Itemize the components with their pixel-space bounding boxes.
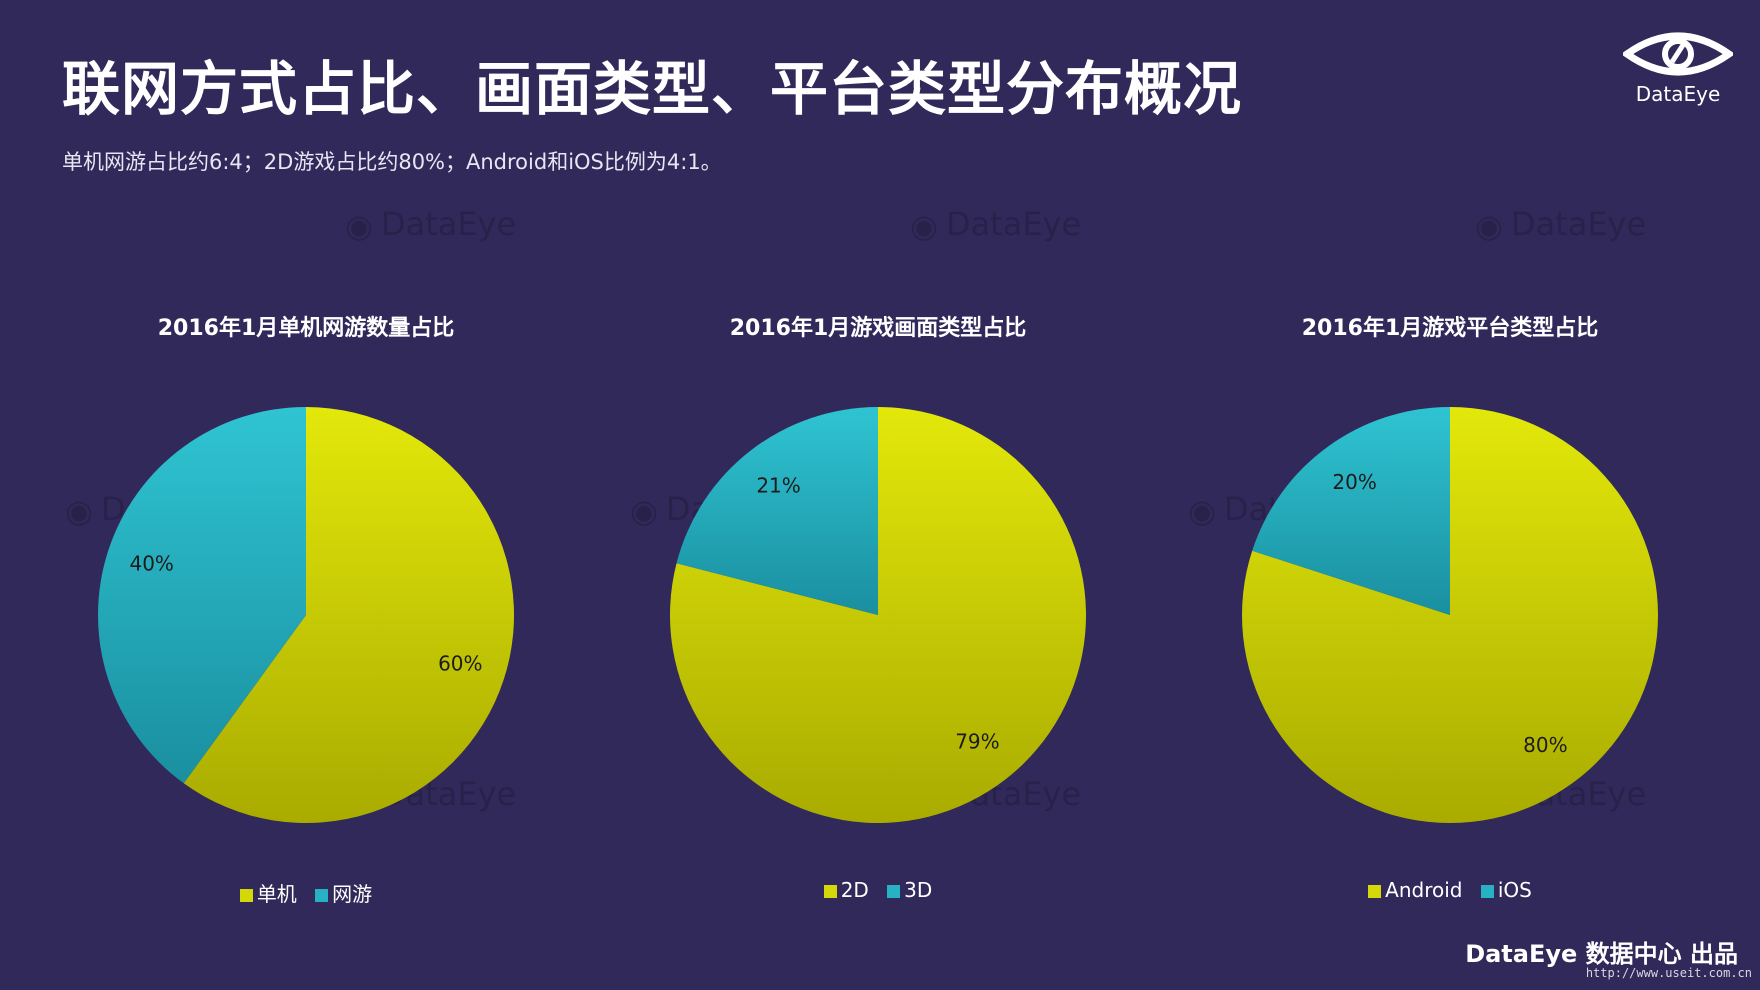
watermark-url: http://www.useit.com.cn bbox=[1585, 966, 1752, 980]
watermark: ◉DataEye bbox=[910, 205, 1082, 245]
legend-swatch-primary bbox=[1368, 885, 1382, 898]
logo-text: DataEye bbox=[1635, 82, 1721, 106]
legend-item: Android bbox=[1368, 878, 1462, 902]
legend-swatch-secondary bbox=[887, 885, 901, 898]
legend-swatch-primary bbox=[239, 889, 253, 902]
pie-data-label: 79% bbox=[955, 730, 999, 754]
pie-data-label: 40% bbox=[129, 551, 173, 575]
pie-data-label: 60% bbox=[438, 652, 482, 676]
legend-swatch-secondary bbox=[315, 889, 329, 902]
chart-platform-type: 2016年1月游戏平台类型占比 80% 20% Android iOS bbox=[1170, 310, 1730, 910]
pie-slice-secondary bbox=[97, 407, 306, 784]
pie-svg: 79% 21% bbox=[670, 407, 1086, 823]
page-subtitle: 单机网游占比约6:4；2D游戏占比约80%；Android和iOS比例为4:1。 bbox=[62, 150, 722, 174]
eye-logo-icon bbox=[1623, 32, 1733, 76]
chart-title: 2016年1月游戏平台类型占比 bbox=[1301, 316, 1599, 341]
chart-render-type: 2016年1月游戏画面类型占比 79% 21% 2D 3D bbox=[598, 310, 1158, 910]
pie-svg: 80% 20% bbox=[1242, 407, 1658, 823]
page-title: 联网方式占比、画面类型、平台类型分布概况 bbox=[62, 55, 1243, 123]
watermark: ◉DataEye bbox=[1475, 205, 1647, 245]
legend-swatch-primary bbox=[823, 885, 837, 898]
watermark: ◉DataEye bbox=[345, 205, 517, 245]
legend-item: 2D bbox=[823, 878, 869, 902]
pie-slice-secondary bbox=[676, 407, 878, 615]
footer-credit: DataEye 数据中心 出品 bbox=[1465, 940, 1738, 968]
chart-title: 2016年1月游戏画面类型占比 bbox=[729, 316, 1027, 341]
pie-data-label: 80% bbox=[1523, 733, 1567, 757]
chart-legend: 单机 网游 bbox=[26, 878, 586, 907]
pie-data-label: 21% bbox=[756, 473, 800, 497]
pie-data-label: 20% bbox=[1332, 470, 1376, 494]
pie-slice-secondary bbox=[1252, 407, 1450, 615]
chart-online-offline: 2016年1月单机网游数量占比 60% 40% 单机 网游 bbox=[26, 310, 586, 910]
legend-item: 单机 bbox=[239, 878, 297, 907]
dataeye-logo: DataEye bbox=[1618, 28, 1738, 112]
chart-legend: 2D 3D bbox=[598, 878, 1158, 902]
chart-legend: Android iOS bbox=[1170, 878, 1730, 902]
legend-swatch-secondary bbox=[1480, 885, 1494, 898]
legend-item: 网游 bbox=[315, 878, 372, 907]
chart-title: 2016年1月单机网游数量占比 bbox=[157, 316, 455, 341]
legend-item: iOS bbox=[1480, 878, 1532, 902]
pie-svg: 60% 40% bbox=[97, 407, 514, 823]
pie-slice-primary bbox=[183, 407, 514, 823]
legend-item: 3D bbox=[887, 878, 932, 902]
